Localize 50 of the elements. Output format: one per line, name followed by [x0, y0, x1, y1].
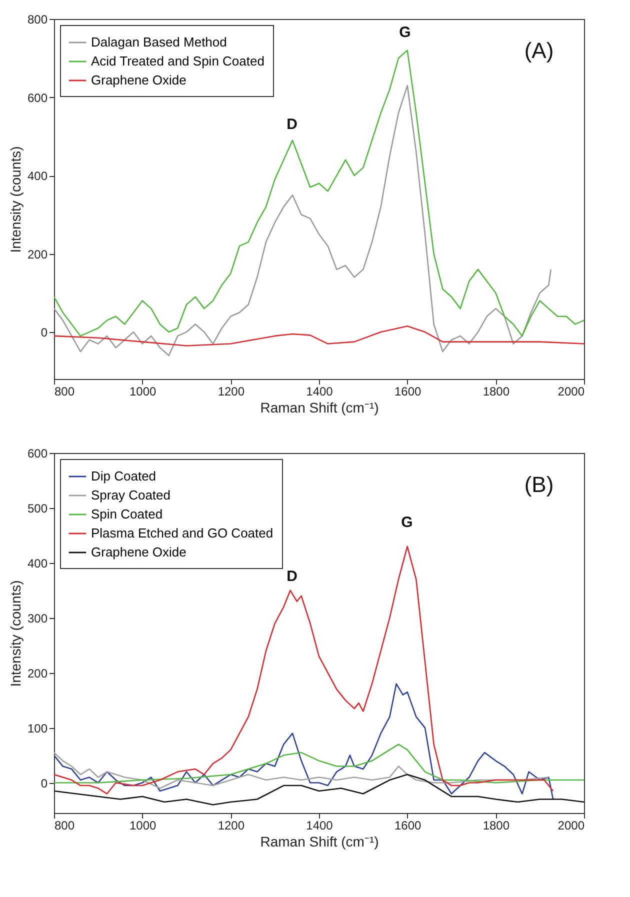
legend-label: Spray Coated: [91, 488, 170, 502]
legend-label: Graphene Oxide: [91, 544, 186, 560]
x-tick-label: 1800: [482, 384, 510, 398]
y-tick-label: 400: [27, 556, 48, 570]
line-series: [54, 546, 554, 794]
y-tick-label: 600: [27, 90, 48, 105]
line-series: [54, 683, 554, 800]
line-series: [54, 744, 584, 784]
x-axis-title: Raman Shift (cm⁻¹): [260, 834, 379, 850]
legend-label: Dalagan Based Method: [91, 34, 227, 50]
y-tick-label: 400: [27, 169, 48, 184]
y-axis-title: Intensity (counts): [7, 146, 24, 253]
annotation: G: [399, 24, 411, 41]
annotation: (A): [524, 38, 554, 63]
legend-label: Plasma Etched and GO Coated: [91, 526, 274, 540]
x-tick-label: 800: [54, 818, 75, 832]
y-axis-title: Intensity (counts): [7, 580, 24, 687]
y-tick-label: 500: [27, 501, 48, 516]
y-tick-label: 100: [27, 721, 48, 736]
x-tick-label: 2000: [558, 384, 585, 398]
legend-label: Spin Coated: [91, 506, 163, 522]
annotation: D: [286, 116, 298, 133]
x-tick-label: 1600: [394, 384, 422, 398]
line-series: [54, 752, 550, 789]
x-tick-label: 1200: [218, 384, 245, 398]
line-series: [54, 774, 584, 806]
annotation: G: [401, 514, 413, 531]
y-tick-label: 600: [27, 446, 48, 460]
x-tick-label: 1400: [306, 384, 334, 398]
y-tick-label: 200: [27, 666, 48, 680]
x-tick-label: 1000: [129, 818, 157, 832]
x-tick-label: 2000: [558, 818, 585, 832]
y-tick-label: 0: [40, 326, 48, 340]
annotation: (B): [524, 472, 554, 497]
annotation: D: [286, 568, 298, 585]
legend-label: Dip Coated: [91, 468, 156, 484]
y-tick-label: 800: [27, 12, 48, 26]
line-series: [54, 326, 584, 346]
x-tick-label: 1200: [218, 818, 245, 832]
x-tick-label: 1600: [394, 818, 422, 832]
x-tick-label: 1000: [129, 384, 157, 398]
x-tick-label: 1400: [306, 818, 334, 832]
y-tick-label: 200: [27, 247, 48, 262]
y-tick-label: 0: [40, 776, 48, 790]
y-tick-label: 300: [27, 611, 48, 626]
x-tick-label: 800: [54, 384, 75, 398]
legend-label: Acid Treated and Spin Coated: [91, 54, 264, 68]
x-axis-title: Raman Shift (cm⁻¹): [260, 400, 379, 416]
x-tick-label: 1800: [482, 818, 510, 832]
legend-label: Graphene Oxide: [91, 72, 186, 88]
